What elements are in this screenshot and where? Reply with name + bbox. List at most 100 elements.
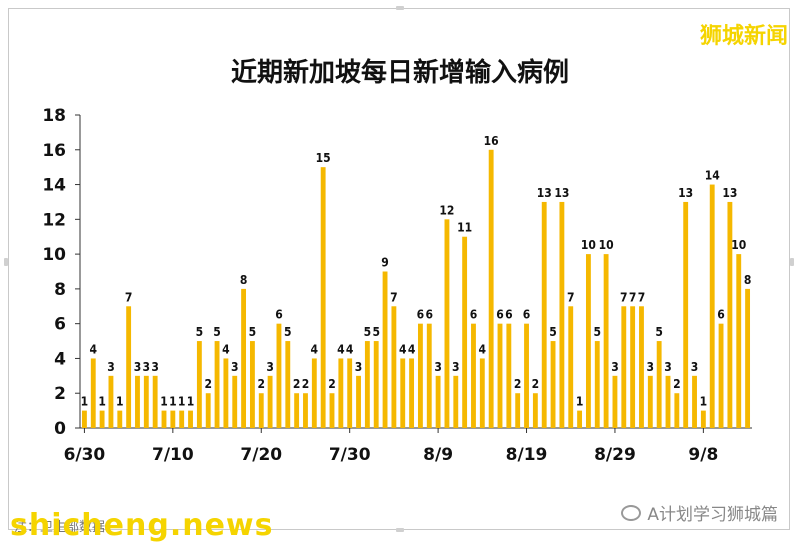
data-label: 5 xyxy=(655,325,663,339)
data-label: 4 xyxy=(222,342,230,356)
data-label: 1 xyxy=(169,395,177,409)
data-label: 3 xyxy=(691,360,699,374)
data-label: 11 xyxy=(457,221,472,235)
bar xyxy=(232,375,238,428)
bar xyxy=(170,410,176,428)
footer-source-note: 注：卫生部数据 xyxy=(14,520,106,535)
bar xyxy=(294,393,300,428)
bar xyxy=(630,306,636,428)
data-label: 1 xyxy=(178,395,186,409)
bar xyxy=(320,167,326,428)
data-label: 3 xyxy=(107,360,115,374)
x-tick-label: 9/8 xyxy=(688,445,718,465)
resize-handle-right[interactable] xyxy=(790,258,794,266)
bar xyxy=(364,341,370,428)
data-label: 5 xyxy=(364,325,372,339)
data-label: 7 xyxy=(125,290,133,304)
data-label: 4 xyxy=(311,342,319,356)
data-label: 14 xyxy=(705,169,721,183)
data-label: 10 xyxy=(731,238,746,252)
bar xyxy=(665,375,671,428)
data-label: 13 xyxy=(678,186,693,200)
data-label: 1 xyxy=(160,395,168,409)
x-tick-label: 8/9 xyxy=(423,445,453,465)
bar xyxy=(488,149,494,428)
resize-handle-bottom[interactable] xyxy=(396,528,404,532)
bar xyxy=(532,393,538,428)
data-label: 5 xyxy=(372,325,380,339)
resize-handle-top[interactable] xyxy=(396,6,404,10)
bar xyxy=(497,323,503,428)
bar xyxy=(249,341,255,428)
data-label: 5 xyxy=(213,325,221,339)
bar xyxy=(81,410,87,428)
bar xyxy=(612,375,618,428)
bar xyxy=(205,393,211,428)
bar xyxy=(329,393,335,428)
bar xyxy=(674,393,680,428)
data-label: 2 xyxy=(258,377,266,391)
bar xyxy=(99,410,105,428)
data-label: 5 xyxy=(594,325,602,339)
data-label: 7 xyxy=(567,290,575,304)
bar xyxy=(373,341,379,428)
bar xyxy=(135,375,140,428)
bar xyxy=(541,201,547,428)
data-label: 1 xyxy=(81,395,89,409)
data-label: 3 xyxy=(355,360,363,374)
bar xyxy=(709,184,715,428)
data-label: 7 xyxy=(620,290,628,304)
bar xyxy=(214,341,220,428)
bar xyxy=(594,341,600,428)
data-label: 2 xyxy=(302,377,310,391)
data-label: 3 xyxy=(452,360,460,374)
data-label: 3 xyxy=(151,360,159,374)
x-tick-label: 7/30 xyxy=(329,445,371,465)
bar xyxy=(311,358,317,428)
bar xyxy=(621,306,627,428)
data-label: 9 xyxy=(381,256,389,270)
bar xyxy=(90,358,96,428)
data-label: 1 xyxy=(116,395,124,409)
bar xyxy=(656,341,662,428)
y-tick-label: 6 xyxy=(54,315,66,335)
data-label: 1 xyxy=(576,395,584,409)
bar xyxy=(515,393,521,428)
bar xyxy=(196,341,202,428)
bar xyxy=(585,254,591,428)
data-label: 6 xyxy=(470,308,478,322)
bar xyxy=(506,323,512,428)
data-label: 2 xyxy=(673,377,681,391)
bar xyxy=(471,323,476,428)
data-label: 2 xyxy=(204,377,212,391)
bar xyxy=(347,358,353,428)
bar xyxy=(700,410,706,428)
data-label: 2 xyxy=(328,377,336,391)
bar xyxy=(241,288,247,428)
site-watermark: shicheng.news xyxy=(10,508,274,543)
bar xyxy=(727,201,733,428)
bar xyxy=(453,375,459,428)
data-label: 2 xyxy=(514,377,522,391)
resize-handle-left[interactable] xyxy=(4,258,8,266)
bar xyxy=(462,236,468,428)
data-label: 2 xyxy=(532,377,540,391)
data-label: 6 xyxy=(275,308,283,322)
x-tick-label: 7/20 xyxy=(240,445,282,465)
bar xyxy=(391,306,397,428)
data-label: 4 xyxy=(337,342,345,356)
data-label: 8 xyxy=(240,273,248,287)
data-label: 1 xyxy=(187,395,195,409)
data-label: 5 xyxy=(249,325,257,339)
bar xyxy=(117,410,123,428)
wechat-icon xyxy=(621,504,642,521)
bar xyxy=(444,219,450,428)
data-label: 5 xyxy=(549,325,557,339)
bar xyxy=(639,306,644,428)
data-label: 3 xyxy=(611,360,619,374)
bar xyxy=(179,410,185,428)
chart-title: 近期新加坡每日新增输入病例 xyxy=(230,58,569,88)
data-label: 6 xyxy=(426,308,434,322)
data-label: 5 xyxy=(196,325,204,339)
bar xyxy=(577,410,583,428)
